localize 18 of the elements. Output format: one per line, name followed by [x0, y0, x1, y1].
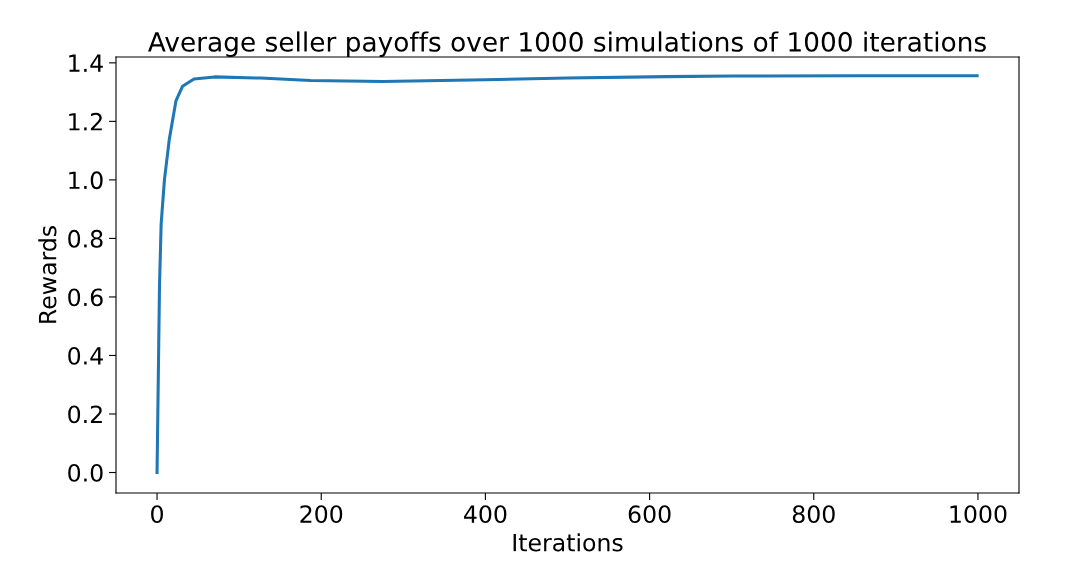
y-tick-label: 0.2	[68, 405, 102, 424]
y-tick-label: 0.8	[68, 229, 103, 248]
y-tick-label: 0.6	[68, 288, 103, 307]
x-tick-label: 400	[464, 505, 507, 524]
x-tick-label: 0	[151, 505, 163, 524]
y-tick-label: 1.4	[69, 54, 103, 72]
y-axis-title: Rewards	[38, 226, 57, 323]
x-tick-label: 1000	[950, 505, 1007, 524]
x-tick-label: 800	[792, 505, 835, 524]
y-tick-label: 1.0	[69, 171, 103, 190]
x-tick-label: 200	[300, 505, 343, 524]
chart-title: Average seller payoffs over 1000 simulations of 1000 iterations	[148, 31, 986, 57]
y-tick-label: 0.0	[68, 463, 103, 482]
x-tick-label: 600	[628, 505, 671, 524]
line-series	[155, 74, 979, 475]
y-tick-label: 1.2	[69, 112, 102, 131]
y-tick-label: 0.4	[68, 346, 103, 365]
x-axis-title: Iterations	[513, 533, 623, 552]
